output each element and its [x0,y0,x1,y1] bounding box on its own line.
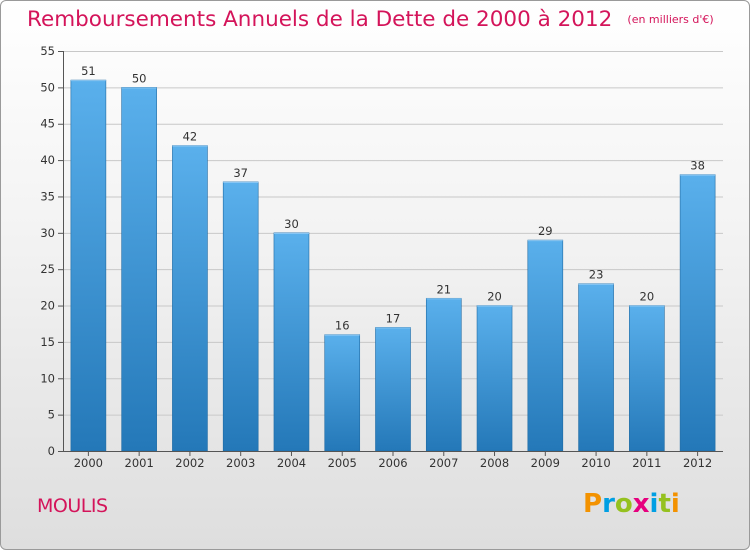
x-tick-label: 2000 [74,456,103,470]
data-label: 37 [233,166,248,180]
axis-layer: 0 5 10 15 20 25 30 35 40 45 50 55 2000 2001 2002 2003 20… [40,44,723,470]
y-tick-label: 55 [40,44,55,58]
logo-letter: r [602,489,615,519]
y-tick-label: 25 [40,262,55,276]
logo-letter: x [632,489,650,519]
bar [476,305,513,452]
proxiti-logo[interactable]: Proxiti [583,489,680,519]
data-label: 29 [538,224,553,238]
logo-letter: t [658,489,671,519]
y-tick-label: 40 [40,153,55,167]
bar [172,145,208,452]
data-label: 30 [284,217,299,231]
data-label: 38 [690,159,705,173]
commune-name: MOULIS [37,495,108,517]
data-label: 16 [335,319,350,333]
bar [70,79,107,452]
y-tick-label: 5 [48,408,55,422]
x-tick-label: 2007 [429,456,458,470]
bar [324,334,361,452]
labels-layer: 51 50 42 37 30 16 17 21 20 29 23 20 38 [81,64,705,333]
x-tick-label: 2005 [328,456,357,470]
chart-subtitle: (en milliers d'€) [627,13,714,26]
logo-letter: o [614,489,633,519]
x-tick-label: 2010 [581,456,610,470]
x-tick-label: 2009 [531,456,560,470]
y-tick-label: 10 [40,371,55,385]
data-label: 17 [386,311,401,325]
x-tick-label: 2012 [683,456,712,470]
data-label: 42 [183,130,198,144]
bar [273,232,310,452]
x-tick-label: 2006 [378,456,407,470]
bar [629,305,665,452]
data-label: 50 [132,71,147,85]
y-tick-label: 20 [40,299,55,313]
title-row: Remboursements Annuels de la Dette de 20… [27,7,714,32]
y-tick-label: 15 [40,335,55,349]
bar [121,87,157,452]
x-tick-label: 2001 [125,456,154,470]
y-tick-label: 0 [48,444,55,458]
y-tick-label: 35 [40,189,55,203]
data-label: 20 [640,290,655,304]
logo-letter: i [649,489,659,519]
x-tick-label: 2011 [632,456,661,470]
x-tick-label: 2002 [175,456,204,470]
data-label: 21 [436,282,451,296]
bars-layer [70,79,716,452]
data-label: 51 [81,64,96,78]
bar [578,283,614,452]
data-label: 23 [589,268,604,282]
bar [222,181,259,452]
y-tick-label: 45 [40,117,55,131]
data-label: 20 [487,290,502,304]
y-tick-label: 30 [40,226,55,240]
logo-letter: i [670,489,680,519]
logo-letter: P [583,489,603,519]
bar [375,327,411,452]
x-tick-label: 2008 [480,456,509,470]
chart-title: Remboursements Annuels de la Dette de 20… [27,7,613,32]
y-tick-label: 50 [40,80,55,94]
x-tick-label: 2003 [226,456,255,470]
x-tick-label: 2004 [277,456,306,470]
bar [425,297,462,452]
bar [679,174,716,452]
bar [527,239,564,452]
